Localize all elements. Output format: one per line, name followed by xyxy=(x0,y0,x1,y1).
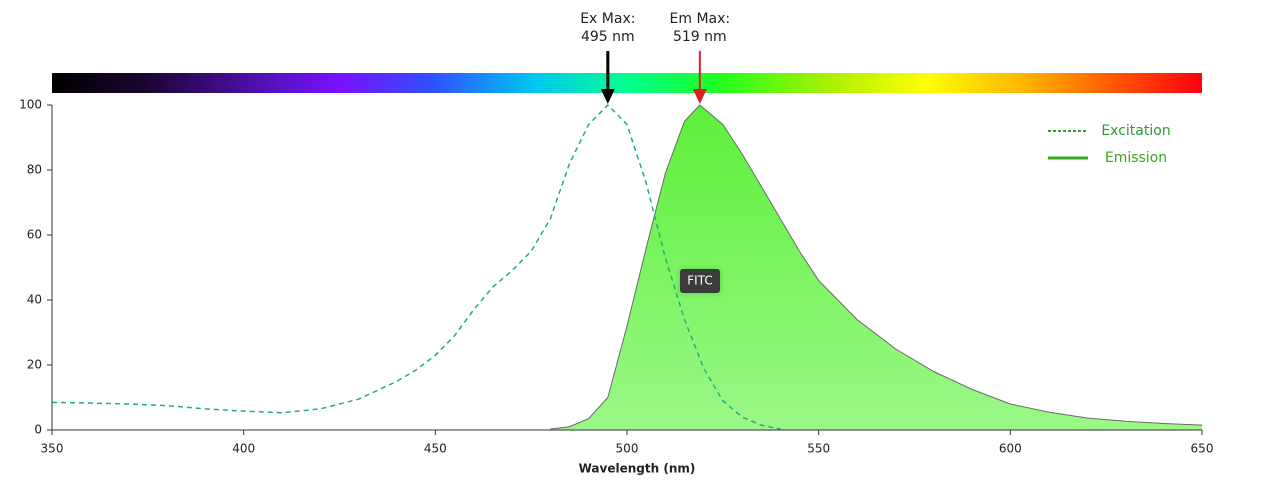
x-tick-label: 600 xyxy=(999,442,1022,456)
y-tick-label: 60 xyxy=(27,228,42,242)
x-tick-label: 400 xyxy=(232,442,255,456)
x-tick-label: 550 xyxy=(807,442,830,456)
annotation-arrowhead xyxy=(692,89,707,104)
legend-label: Excitation xyxy=(1101,123,1170,139)
y-tick-label: 0 xyxy=(34,423,42,437)
annotation-title: Ex Max: xyxy=(580,11,635,27)
y-tick-label: 100 xyxy=(19,98,42,112)
legend-label: Emission xyxy=(1105,150,1167,166)
x-tick-label: 350 xyxy=(41,442,64,456)
y-tick-label: 20 xyxy=(27,358,42,372)
emission-area xyxy=(550,105,1202,430)
x-axis-label: Wavelength (nm) xyxy=(579,462,696,476)
y-tick-label: 80 xyxy=(27,163,42,177)
spectrum-bar xyxy=(52,73,1202,93)
dye-label-text: FITC xyxy=(687,274,712,288)
emission-line xyxy=(550,104,1203,430)
x-tick-label: 450 xyxy=(424,442,447,456)
dye-label: FITC xyxy=(680,269,720,293)
x-tick-label: 500 xyxy=(616,442,639,456)
x-tick-label: 650 xyxy=(1191,442,1214,456)
annotation-arrowhead xyxy=(600,89,615,104)
annotation-value: 495 nm xyxy=(581,29,635,45)
excitation-line xyxy=(51,103,781,430)
y-tick-label: 40 xyxy=(27,293,42,307)
annotation-value: 519 nm xyxy=(673,29,727,45)
annotation-title: Em Max: xyxy=(670,11,731,27)
dye-label-box xyxy=(680,269,720,293)
